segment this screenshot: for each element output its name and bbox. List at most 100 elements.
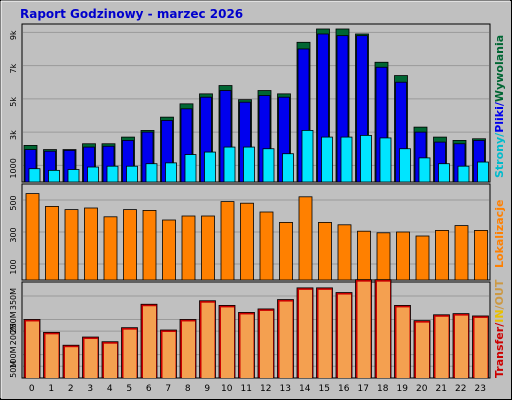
bar-transfer-inner <box>143 306 156 378</box>
bar-transfer-inner <box>201 302 215 378</box>
legend-transfer-label: Transfer <box>493 326 506 378</box>
bar-transfer-inner <box>221 307 234 378</box>
bar-lokalizacje <box>357 230 371 281</box>
x-tick-label: 19 <box>397 384 409 394</box>
x-tick-label: 18 <box>377 384 389 394</box>
svg-text:Strony/Pliki/Wywolania: Strony/Pliki/Wywolania <box>493 35 506 178</box>
bar-lokalizacje <box>162 219 176 281</box>
y-tick-label: 500 <box>9 195 18 210</box>
bar-wywolania <box>360 135 372 183</box>
bar-transfer-inner <box>182 321 195 378</box>
legend-out: OUT <box>493 279 506 305</box>
y-tick-label: 100 <box>9 259 18 274</box>
bar-wywolania <box>262 148 275 183</box>
legend-lokalizacje: Lokalizacje <box>493 200 506 268</box>
legend-separator-3: / <box>493 322 506 327</box>
bar-wywolania <box>204 151 216 183</box>
y-tick-label: 200M <box>9 323 18 345</box>
y-tick-label: 9k <box>9 30 18 40</box>
bar-transfer-inner <box>455 315 468 378</box>
legend-strony: Strony <box>493 137 506 178</box>
bar-transfer-inner <box>338 294 351 378</box>
plot-area <box>21 281 491 379</box>
bar-lokalizacje <box>64 209 79 281</box>
bar-lokalizacje <box>337 224 352 281</box>
y-tick-label: 100M <box>9 346 18 368</box>
x-tick-label: 20 <box>416 384 428 394</box>
svg-text:Transfer/IN/OUT: Transfer/IN/OUT <box>493 279 506 378</box>
bar-transfer-inner <box>279 301 293 378</box>
x-tick-label: 12 <box>260 384 271 394</box>
bar-lokalizacje <box>103 216 118 281</box>
bar-transfer-inner <box>26 321 39 378</box>
bar-wywolania <box>243 146 255 183</box>
bar-transfer-inner <box>474 317 488 378</box>
bar-wywolania <box>477 161 489 183</box>
bar-lokalizacje <box>142 209 157 281</box>
x-tick-label: 1 <box>48 384 54 394</box>
bar-wywolania <box>301 130 314 183</box>
bar-wywolania <box>223 146 236 183</box>
x-tick-label: 11 <box>241 384 252 394</box>
bar-lokalizacje <box>454 225 469 281</box>
bar-lokalizacje <box>259 211 274 281</box>
bar-lokalizacje <box>220 201 235 281</box>
bar-transfer-inner <box>260 310 273 378</box>
x-tick-label: 14 <box>299 384 311 394</box>
bar-transfer-inner <box>240 314 254 378</box>
bar-lokalizacje <box>201 215 215 281</box>
bar-wywolania <box>126 165 138 183</box>
x-tick-label: 0 <box>29 384 35 394</box>
plot-area <box>21 23 491 183</box>
bar-lokalizacje <box>318 221 332 281</box>
bar-transfer-inner <box>357 281 371 378</box>
bar-lokalizacje <box>181 215 196 281</box>
bar-lokalizacje <box>84 207 98 281</box>
y-tick-label: 3k <box>9 130 18 140</box>
x-tick-label: 17 <box>358 384 369 394</box>
bar-wywolania <box>438 163 450 183</box>
x-tick-label: 10 <box>221 384 233 394</box>
bar-lokalizacje <box>240 202 254 281</box>
bar-transfer-inner <box>318 289 332 378</box>
bar-transfer-inner <box>45 334 59 378</box>
y-tick-label: 250M <box>9 311 18 333</box>
bar-lokalizacje <box>45 205 59 281</box>
x-tick-label: 23 <box>475 384 486 394</box>
bar-lokalizacje <box>25 193 40 281</box>
x-tick-label: 13 <box>280 384 291 394</box>
bar-transfer-inner <box>162 332 176 378</box>
bar-wywolania <box>106 165 119 183</box>
bar-lokalizacje <box>298 196 313 281</box>
x-tick-label: 9 <box>204 384 210 394</box>
legend-in: IN <box>493 309 506 322</box>
bar-lokalizacje <box>279 221 293 281</box>
bar-transfer-inner <box>377 281 390 378</box>
panel-locations: 100 300 500 <box>9 183 491 281</box>
x-tick-label: 6 <box>146 384 152 394</box>
bar-wywolania <box>28 168 41 183</box>
legend-hits: Strony/Pliki/Wywolania <box>493 35 506 178</box>
bar-wywolania <box>340 136 353 183</box>
bar-wywolania <box>165 162 177 183</box>
bar-wywolania <box>418 157 431 183</box>
x-tick-label: 3 <box>87 384 93 394</box>
bar-wywolania <box>321 136 333 183</box>
legend-wywolania: Wywolania <box>493 35 506 102</box>
bar-transfer-inner <box>123 329 137 378</box>
bar-wywolania <box>379 137 392 183</box>
x-tick-label: 2 <box>68 384 74 394</box>
y-tick-label: 1000 <box>9 158 18 178</box>
bar-wywolania <box>145 163 158 183</box>
x-tick-label: 16 <box>338 384 350 394</box>
x-tick-label: 21 <box>436 384 447 394</box>
legend-pliki: Pliki <box>493 106 506 133</box>
bar-transfer-inner <box>435 316 449 378</box>
y-tick-label: 350M <box>9 288 18 310</box>
bar-wywolania <box>457 165 470 183</box>
bar-transfer-inner <box>65 347 78 378</box>
y-tick-label: 7k <box>9 63 18 73</box>
legend-separator-2: / <box>493 101 506 106</box>
bar-lokalizacje <box>474 229 488 281</box>
